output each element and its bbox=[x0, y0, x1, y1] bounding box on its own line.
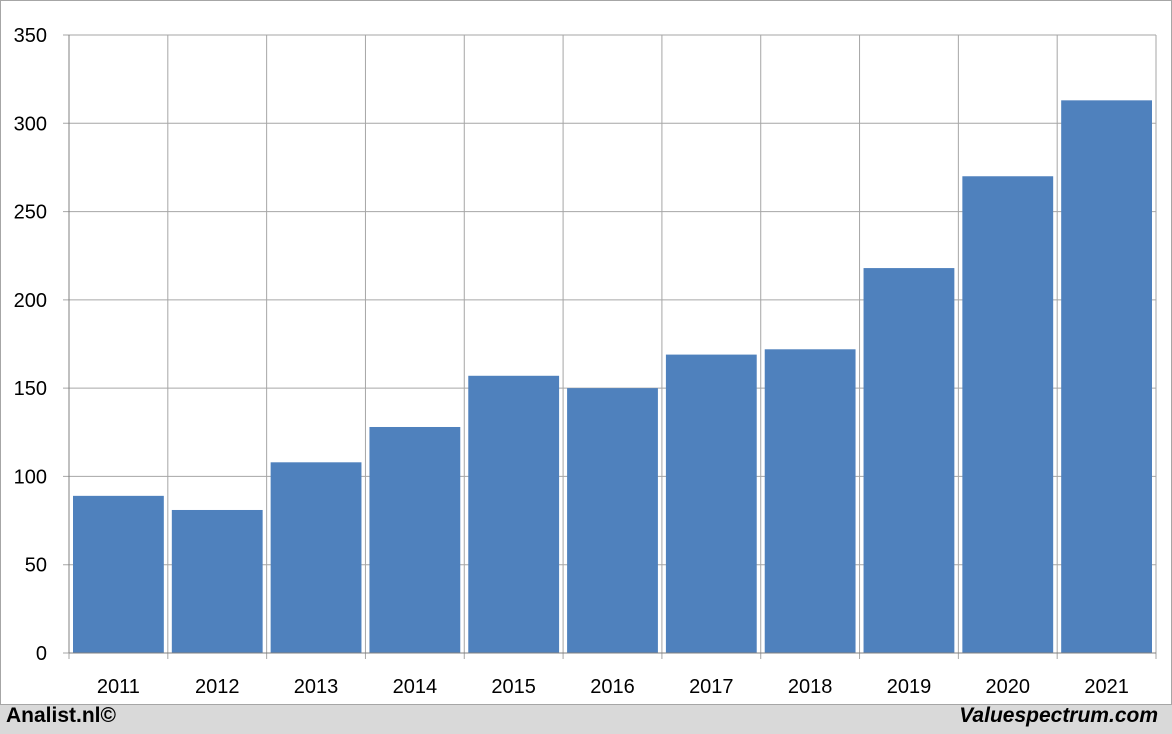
bar-2017 bbox=[665, 354, 757, 653]
x-tick-label: 2017 bbox=[689, 676, 734, 698]
y-tick-label: 50 bbox=[25, 555, 47, 577]
y-tick-label: 350 bbox=[14, 25, 47, 47]
x-tick-label: 2015 bbox=[491, 676, 536, 698]
y-tick-label: 300 bbox=[14, 113, 47, 135]
y-tick-label: 100 bbox=[14, 466, 47, 488]
grid-lines bbox=[63, 34, 1157, 659]
bar-2016 bbox=[567, 388, 658, 653]
x-tick-label: 2018 bbox=[788, 676, 833, 698]
y-tick-label: 150 bbox=[14, 378, 47, 400]
x-tick-label: 2014 bbox=[393, 676, 438, 698]
x-tick-label: 2020 bbox=[986, 676, 1031, 698]
x-tick-label: 2021 bbox=[1084, 676, 1129, 698]
bar-2013 bbox=[270, 462, 362, 653]
y-tick-label: 0 bbox=[36, 643, 47, 665]
bar-2011 bbox=[73, 495, 164, 653]
source-credit: Analist.nl© bbox=[6, 704, 116, 727]
bar-2012 bbox=[171, 509, 263, 653]
axes bbox=[68, 35, 1156, 654]
x-tick-label: 2013 bbox=[294, 676, 339, 698]
x-tick-label: 2019 bbox=[887, 676, 932, 698]
bar-chart: 0 50 100 150 200 250 300 350 2011 2012 2013 2014 201… bbox=[14, 25, 1157, 698]
tick-labels: 0 50 100 150 200 250 300 350 2011 2012 2013 2014 201… bbox=[14, 25, 1129, 698]
bar-2019 bbox=[863, 268, 955, 653]
x-tick-label: 2016 bbox=[590, 676, 635, 698]
bar-2018 bbox=[764, 349, 856, 653]
site-credit: Valuespectrum.com bbox=[959, 704, 1158, 727]
bar-2020 bbox=[962, 176, 1054, 653]
bar-2015 bbox=[468, 375, 560, 653]
y-tick-label: 200 bbox=[14, 290, 47, 312]
bars bbox=[73, 100, 1152, 654]
x-tick-label: 2011 bbox=[97, 676, 140, 698]
bar-2021 bbox=[1061, 100, 1152, 654]
bar-2014 bbox=[369, 426, 461, 653]
x-tick-label: 2012 bbox=[195, 676, 240, 698]
y-tick-label: 250 bbox=[14, 202, 47, 224]
chart-frame: 0 50 100 150 200 250 300 350 2011 2012 2013 2014 201… bbox=[0, 0, 1172, 705]
